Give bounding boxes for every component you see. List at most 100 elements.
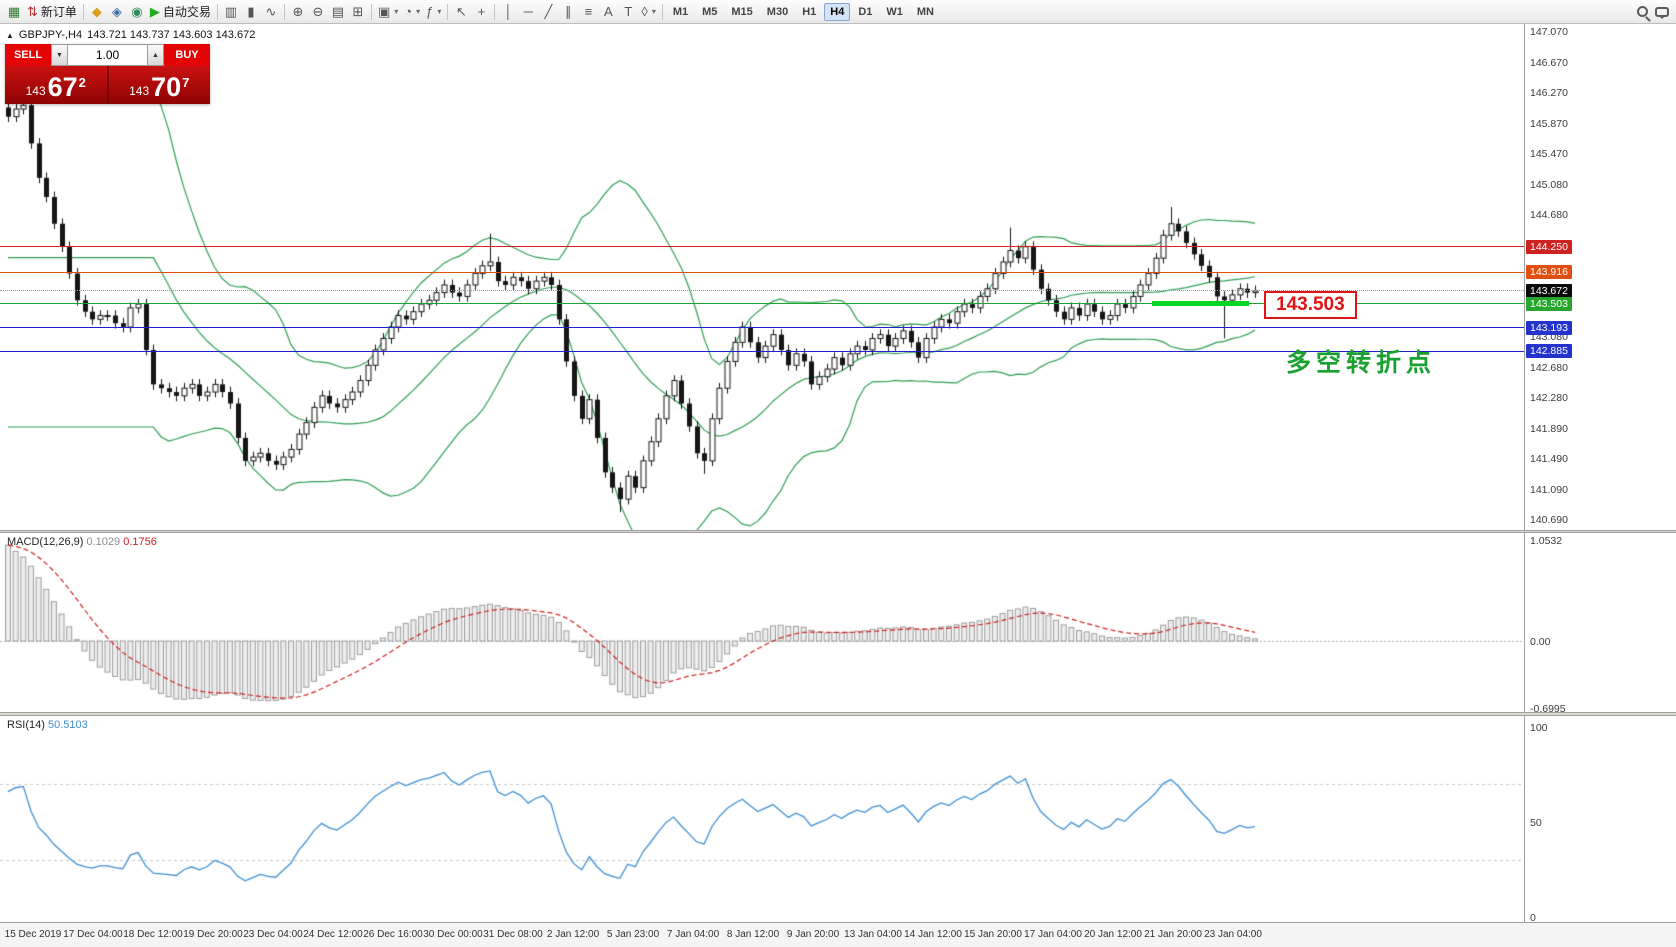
turning-point-highlight-line[interactable]	[1152, 301, 1249, 306]
timeframe-h1-button[interactable]: H1	[802, 5, 817, 18]
macd-indicator-label: MACD(12,26,9) 0.1029 0.1756	[7, 536, 157, 548]
timeframe-d1-button[interactable]: D1	[858, 5, 873, 18]
price-badge-143_193: 143.193	[1526, 320, 1572, 335]
bar-chart-button[interactable]: ▥	[224, 3, 238, 19]
macd-scale-label: 0.00	[1530, 636, 1551, 648]
rsi-canvas[interactable]	[0, 716, 1524, 922]
pane-divider-macd[interactable]	[0, 530, 1676, 533]
hline-144_25[interactable]	[0, 246, 1524, 248]
price-tick-label: 147.070	[1530, 26, 1568, 38]
sell-price-button[interactable]: 143 67 2	[5, 66, 107, 104]
periods-button[interactable]: ◔ ▾	[404, 4, 421, 19]
favorites-icon[interactable]: ◆	[91, 3, 102, 19]
pane-divider-rsi[interactable]	[0, 712, 1676, 716]
hline-143_672[interactable]	[0, 290, 1524, 292]
grid-button[interactable]: ⊞	[352, 3, 364, 19]
profile-icon[interactable]: ◈	[111, 3, 122, 19]
hline-143_193[interactable]	[0, 327, 1524, 329]
hline-142_885[interactable]	[0, 350, 1524, 352]
rsi-name: RSI(14)	[7, 719, 45, 731]
price-badge-143_503: 143.503	[1526, 296, 1572, 311]
time-tick-label: 13 Jan 04:00	[844, 929, 902, 940]
time-tick-label: 2 Jan 12:00	[546, 929, 600, 940]
hline-143_503[interactable]	[0, 303, 1524, 305]
chat-icon[interactable]	[1652, 2, 1672, 22]
community-icon[interactable]: ◉	[131, 3, 143, 19]
one-click-collapse-icon[interactable]: ▲	[6, 30, 14, 40]
rsi-scale-label: 100	[1530, 722, 1548, 734]
turning-point-text[interactable]: 多空转折点	[1286, 349, 1437, 377]
price-axis[interactable]: 147.070 146.670 146.270 145.870 145.470 145.0…	[1524, 24, 1676, 924]
horizontal-line-button[interactable]: ─	[523, 4, 533, 19]
time-axis[interactable]: 15 Dec 2019 17 Dec 04:00 18 Dec 12:00 19 De…	[0, 922, 1676, 947]
zoom-out-button[interactable]: ⊖	[312, 3, 324, 19]
time-tick-label: 23 Jan 04:00	[1204, 929, 1262, 940]
vertical-line-button[interactable]: │	[504, 4, 513, 19]
candlestick-chart-button[interactable]: ▮	[247, 3, 255, 19]
volume-input[interactable]	[68, 44, 147, 66]
search-icon[interactable]	[1632, 2, 1652, 22]
trendline-button[interactable]: ╱	[544, 3, 553, 19]
tile-windows-button[interactable]: ▤	[331, 3, 345, 19]
text-button[interactable]: A	[604, 4, 613, 19]
price-tick-label: 145.870	[1530, 117, 1568, 130]
rsi-value: 50.5103	[47, 719, 88, 731]
autotrading-button[interactable]: ▶ 自动交易	[149, 3, 211, 20]
cursor-button[interactable]: ↖	[455, 3, 467, 19]
timeframe-w1-button[interactable]: W1	[886, 5, 903, 18]
price-tick-label: 141.490	[1530, 453, 1568, 465]
toolbar-separator	[283, 3, 285, 20]
price-tick-label: 146.670	[1530, 56, 1568, 69]
label-button[interactable]: T	[624, 4, 633, 19]
timeframe-m15-button[interactable]: M15	[731, 5, 753, 18]
symbol-period-label: GBPJPY-,H4	[18, 29, 83, 41]
timeframe-m5-button[interactable]: M5	[702, 5, 718, 18]
volume-increase-button[interactable]: ▲	[147, 44, 164, 66]
zoom-in-button[interactable]: ⊕	[292, 3, 304, 19]
time-tick-label: 15 Dec 2019	[4, 929, 62, 940]
time-tick-label: 18 Dec 12:00	[123, 929, 183, 940]
toolbar-separator	[447, 3, 449, 20]
price-tick-label: 140.690	[1530, 514, 1568, 526]
shapes-button[interactable]: ◊ ▾	[641, 4, 656, 19]
line-chart-button[interactable]: ∿	[265, 3, 277, 19]
rsi-scale-label: 50	[1530, 817, 1542, 829]
indicators-button[interactable]: ƒ ▾	[426, 4, 442, 19]
time-tick-label: 8 Jan 12:00	[726, 929, 780, 940]
toolbar-separator	[82, 3, 84, 20]
volume-decrease-button[interactable]: ▼	[51, 44, 68, 66]
price-badge-143_916: 143.916	[1526, 265, 1572, 280]
macd-main-value: 0.1029	[86, 536, 121, 548]
macd-canvas[interactable]	[0, 533, 1524, 712]
price-tick-label: 142.280	[1530, 392, 1568, 404]
timeframe-m1-button[interactable]: M1	[672, 5, 689, 18]
timeframe-h4-button[interactable]: H4	[824, 2, 851, 21]
rsi-indicator-label: RSI(14) 50.5103	[7, 719, 88, 731]
buy-price-button[interactable]: 143 70 7	[108, 66, 210, 104]
macd-scale-label: 1.0532	[1530, 535, 1563, 547]
hline-143_916[interactable]	[0, 271, 1524, 273]
fibonacci-button[interactable]: ≡	[584, 4, 593, 19]
time-tick-label: 17 Dec 04:00	[63, 929, 123, 940]
time-tick-label: 20 Jan 12:00	[1084, 929, 1142, 940]
price-badge-144_250: 144.250	[1526, 239, 1572, 254]
buy-button[interactable]: BUY	[164, 44, 210, 66]
price-tick-label: 146.270	[1530, 87, 1568, 99]
chart-info: ▲ GBPJPY-,H4 143.721 143.737 143.603 143…	[6, 29, 255, 41]
price-tick-label: 144.680	[1530, 209, 1568, 221]
time-tick-label: 31 Dec 08:00	[483, 929, 543, 940]
new-order-button[interactable]: ⇅ 新订单	[27, 3, 77, 20]
new-chart-button[interactable]: ▣ ▾	[377, 3, 399, 19]
timeframe-m30-button[interactable]: M30	[766, 5, 789, 18]
price-chart-canvas[interactable]	[0, 24, 1524, 530]
ask-prefix: 143	[129, 84, 150, 98]
timeframe-mn-button[interactable]: MN	[916, 5, 934, 18]
sell-button[interactable]: SELL	[5, 44, 51, 66]
ask-big-digits: 70	[151, 72, 182, 102]
bid-prefix: 143	[25, 84, 46, 98]
channel-button[interactable]: ∥	[565, 3, 572, 19]
crosshair-button[interactable]: +	[477, 4, 486, 19]
price-label-box[interactable]: 143.503	[1264, 291, 1357, 319]
